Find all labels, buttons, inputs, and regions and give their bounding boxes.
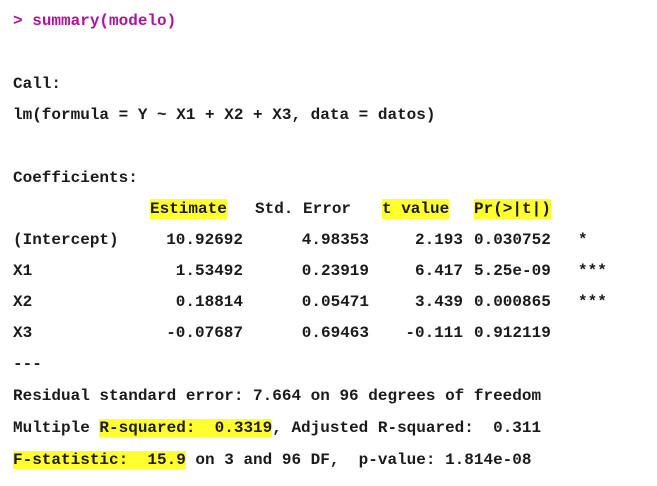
std-error-value: 0.23919: [301, 262, 369, 280]
estimate-value: 1.53492: [175, 262, 243, 280]
f-statistic-value: F-statistic: 15.9: [13, 451, 186, 469]
term-name: X3: [13, 324, 33, 342]
estimate-value: 10.92692: [166, 231, 243, 249]
f-statistic-line: F-statistic: 15.9 on 3 and 96 DF, p-valu…: [13, 450, 531, 470]
t-value-value: 3.439: [414, 293, 463, 311]
residual-standard-error: Residual standard error: 7.664 on 96 deg…: [13, 387, 542, 405]
call-label: Call:: [13, 75, 62, 93]
estimate-value: -0.07687: [166, 324, 243, 342]
term-name: X1: [13, 262, 33, 280]
separator-line: ---: [13, 355, 42, 373]
coefficients-label: Coefficients:: [13, 169, 138, 187]
r-squared-line: Multiple R-squared: 0.3319, Adjusted R-s…: [13, 418, 541, 438]
command-line: > summary(modelo): [13, 11, 176, 31]
signif-stars: *: [578, 231, 588, 249]
std-error-value: 4.98353: [301, 231, 369, 249]
signif-stars: ***: [578, 293, 607, 311]
p-value-value: 0.000865: [474, 293, 551, 311]
p-value-value: 0.030752: [474, 231, 551, 249]
term-name: (Intercept): [13, 231, 119, 249]
t-value-value: -0.111: [405, 324, 463, 342]
estimate-value: 0.18814: [175, 293, 243, 311]
header-t-value: t value: [382, 199, 450, 219]
adjusted-r-squared: , Adjusted R-squared: 0.311: [272, 419, 542, 437]
command-text: summary(modelo): [32, 12, 177, 30]
f-statistic-rest: on 3 and 96 DF, p-value: 1.814e-08: [185, 451, 532, 469]
p-value-value: 5.25e-09: [474, 262, 551, 280]
r-squared-prefix: Multiple: [13, 419, 90, 437]
std-error-value: 0.69463: [301, 324, 369, 342]
header-std-error: Std. Error: [255, 200, 352, 218]
p-value-value: 0.912119: [474, 324, 551, 342]
signif-stars: ***: [578, 262, 607, 280]
t-value-value: 2.193: [414, 231, 463, 249]
header-estimate: Estimate: [150, 199, 227, 219]
std-error-value: 0.05471: [301, 293, 369, 311]
prompt-symbol: >: [13, 12, 23, 30]
multiple-r-squared: R-squared: 0.3319: [99, 419, 273, 437]
t-value-value: 6.417: [414, 262, 463, 280]
header-p-value: Pr(>|t|): [474, 199, 551, 219]
term-name: X2: [13, 293, 33, 311]
call-formula: lm(formula = Y ~ X1 + X2 + X3, data = da…: [13, 106, 436, 124]
